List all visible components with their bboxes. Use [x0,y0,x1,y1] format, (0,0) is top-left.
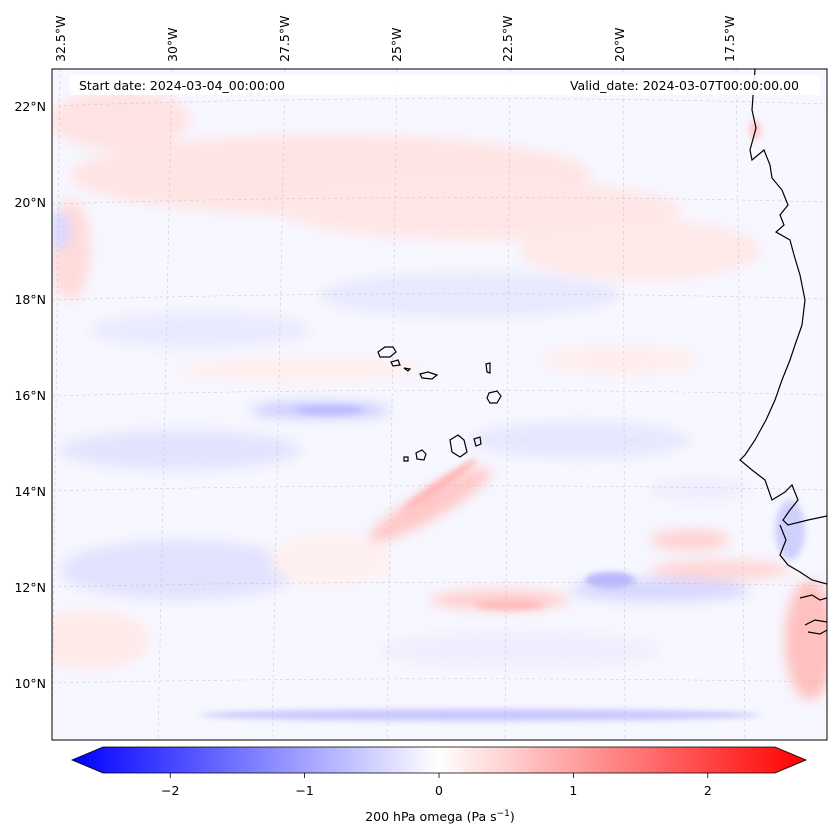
lat-label: 14°N [14,484,46,499]
colorbar-tick-label: 2 [704,783,712,798]
lat-label: 18°N [14,292,46,307]
gridlines [52,69,827,740]
colorbar-tick-label: 1 [569,783,577,798]
colorbar-label: 200 hPa omega (Pa s−1) [365,809,515,824]
lon-label: 20°W [612,27,627,62]
lon-label: 30°W [165,27,180,62]
colorbar-tick-label: −1 [295,783,313,798]
lon-label: 25°W [389,27,404,62]
colorbar-tick-label: −2 [161,783,179,798]
valid-date-label: Valid_date: 2024-03-07T00:00:00.00 [570,78,799,93]
map-panel [52,69,827,740]
coastline [739,69,827,635]
start-date-label: Start date: 2024-03-04_00:00:00 [79,78,285,93]
lat-label: 22°N [14,99,46,114]
latitude-labels: 22°N 20°N 18°N 16°N 14°N 12°N 10°N [14,99,46,691]
omega-field-sharp [200,120,805,721]
lon-label: 22.5°W [500,16,515,62]
lon-label: 17.5°W [722,16,737,62]
lat-label: 16°N [14,388,46,403]
colorbar: −2 −1 0 1 2 200 hPa omega (Pa s−1) [70,746,808,824]
longitude-labels: 32.5°W 30°W 27.5°W 25°W 22.5°W 20°W 17.5… [53,16,737,62]
lat-label: 20°N [14,195,46,210]
lat-label: 10°N [14,676,46,691]
map-frame [51,68,828,741]
lon-label: 27.5°W [277,16,292,62]
colorbar-tick-label: 0 [435,783,443,798]
lon-label: 32.5°W [53,16,68,62]
omega-field [52,90,827,700]
cape-verde-islands [377,346,502,462]
header-strip [70,75,820,95]
colorbar-ticks: −2 −1 0 1 2 [161,773,712,798]
lat-label: 12°N [14,580,46,595]
colorbar-body [70,746,808,774]
